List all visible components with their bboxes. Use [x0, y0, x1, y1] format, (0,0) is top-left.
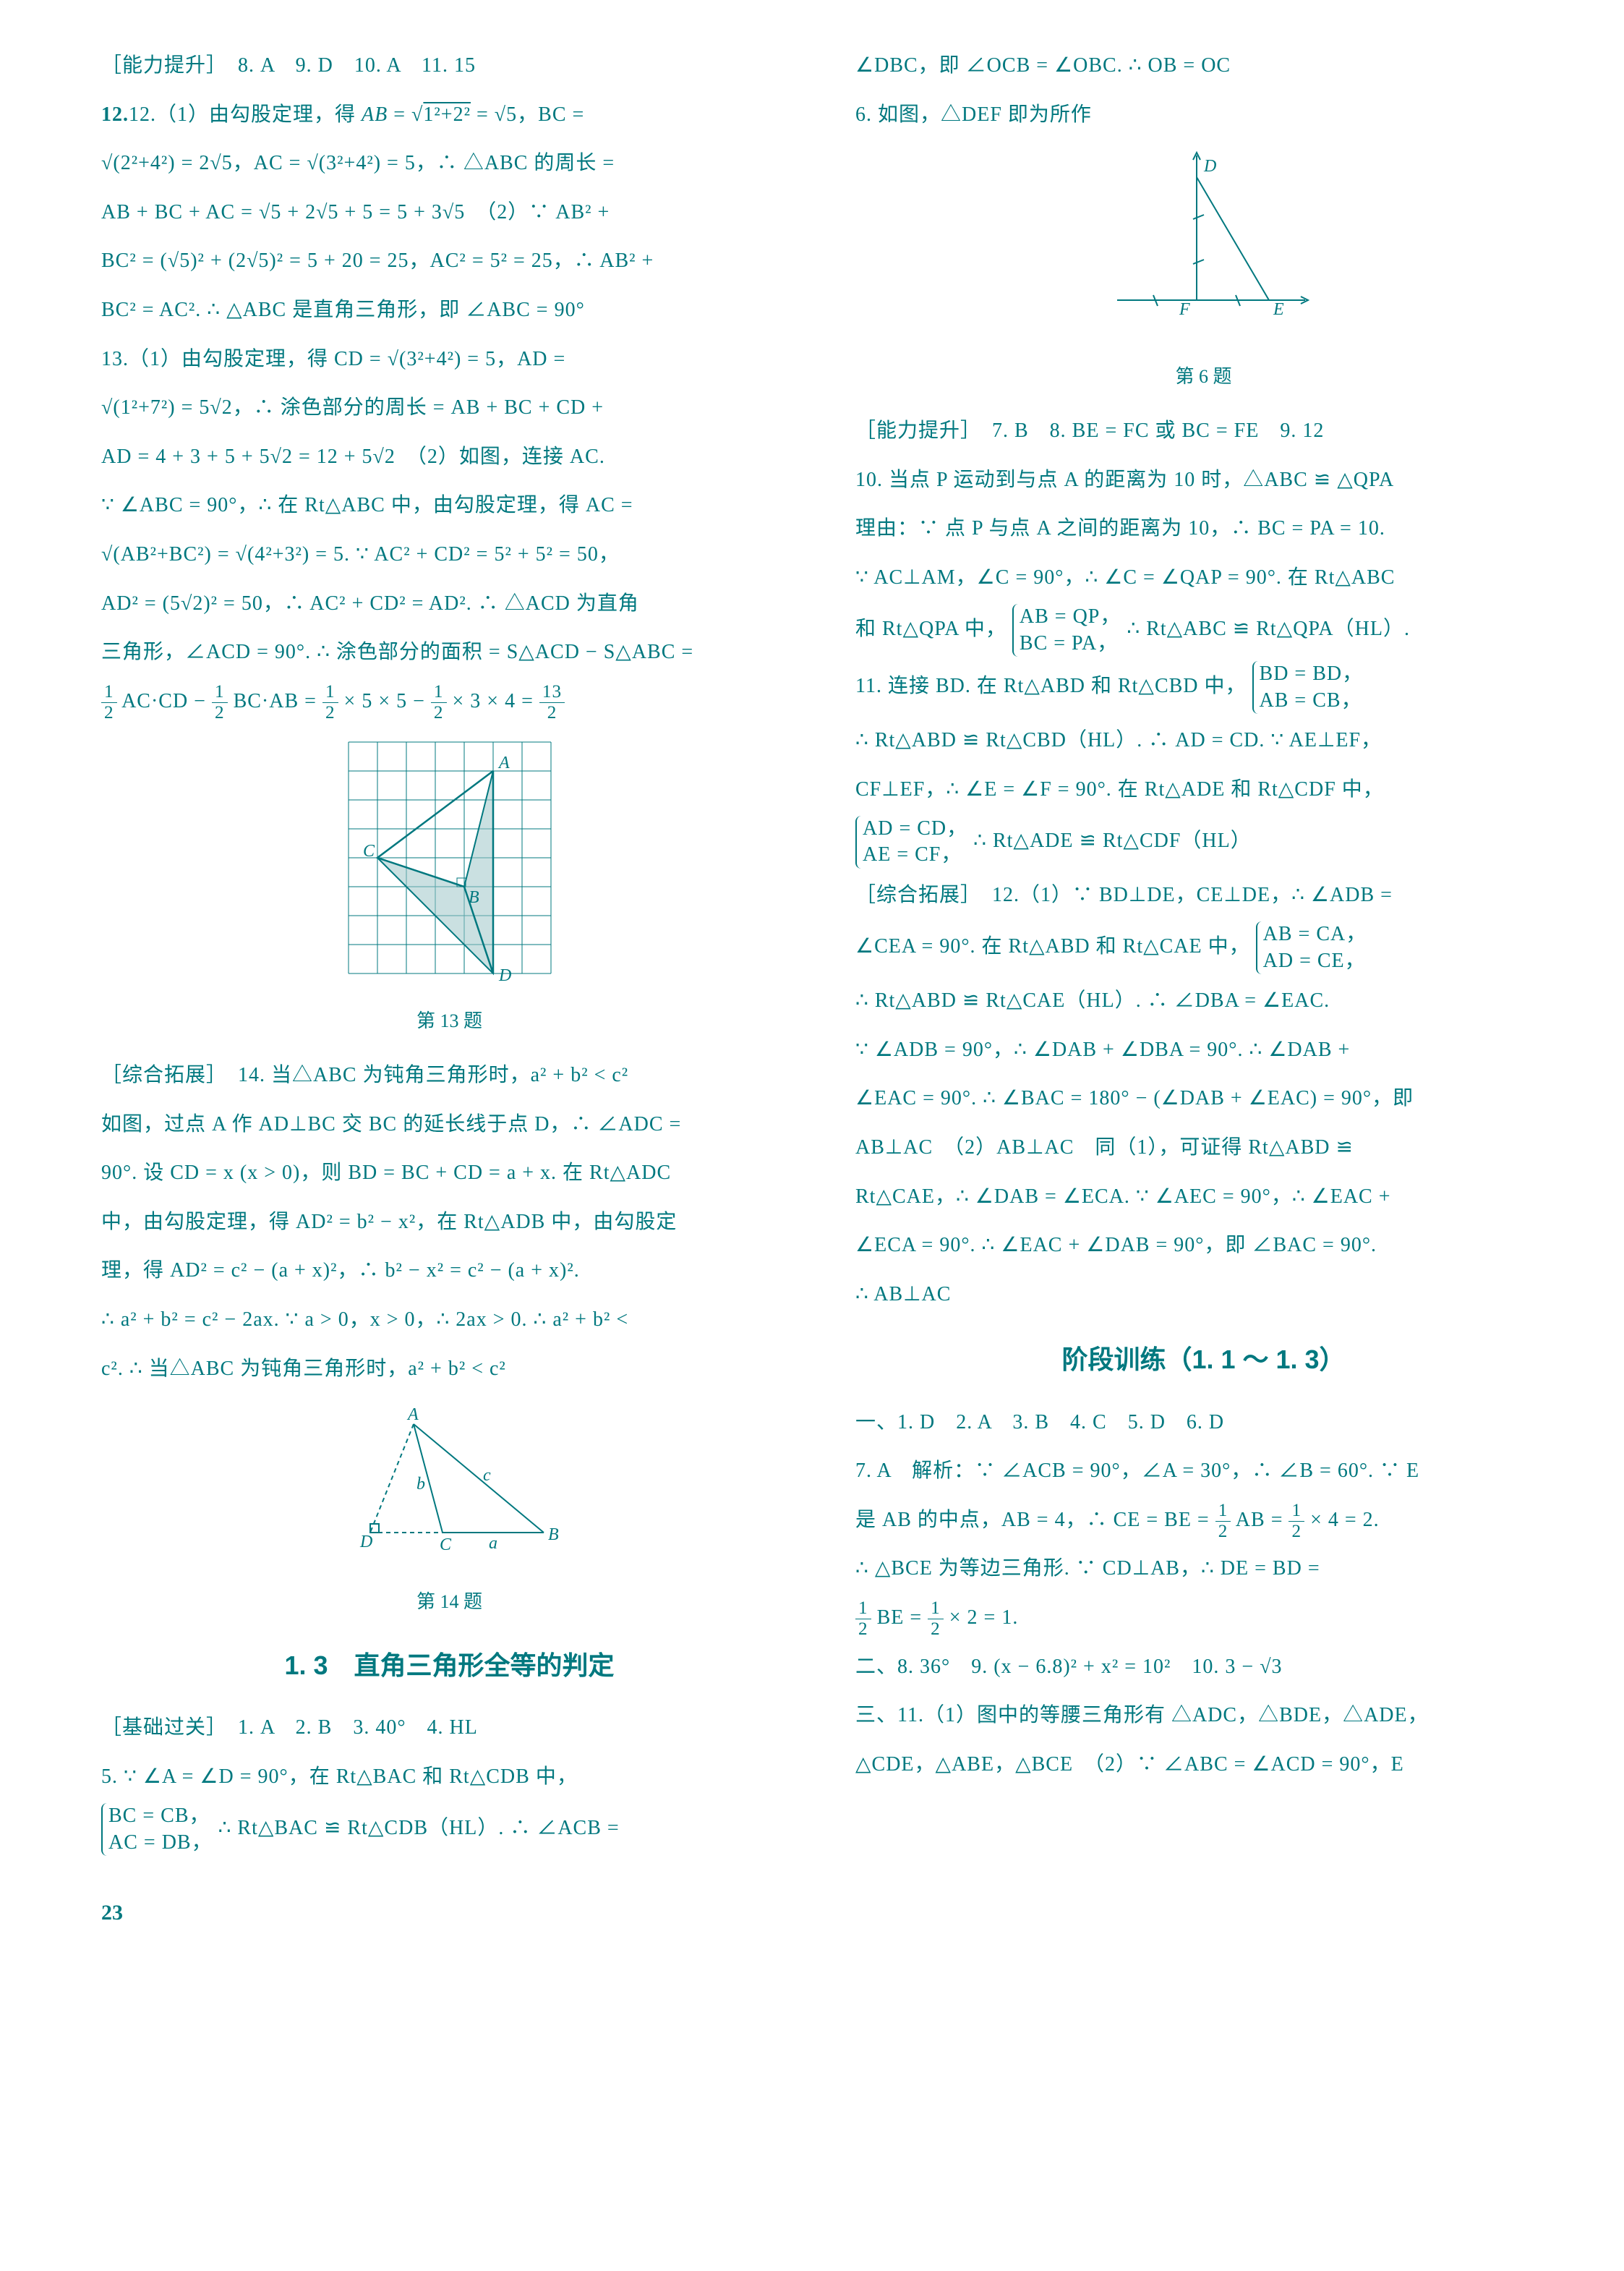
text-line: 中，由勾股定理，得 AD² = b² − x²，在 Rt△ADB 中，由勾股定: [101, 1200, 798, 1245]
text-line: 和 Rt△QPA 中， AB = QP， BC = PA， ∴ Rt△ABC ≌…: [855, 604, 1552, 657]
text-line: 13.（1）由勾股定理，得 CD = √(3²+4²) = 5，AD =: [101, 337, 798, 382]
svg-text:D: D: [359, 1533, 372, 1551]
text-line: 11. 连接 BD. 在 Rt△ABD 和 Rt△CBD 中， BD = BD，…: [855, 661, 1552, 714]
text-line: ∴ a² + b² = c² − 2ax. ∵ a > 0，x > 0，∴ 2a…: [101, 1298, 798, 1342]
section-1-3-title: 1. 3 直角三角形全等的判定: [101, 1637, 798, 1694]
text-line: ［综合拓展］ 14. 当△ABC 为钝角三角形时，a² + b² < c²: [101, 1053, 798, 1098]
text-line: ［基础过关］ 1. A 2. B 3. 40° 4. HL: [101, 1705, 798, 1750]
svg-text:A: A: [497, 754, 510, 772]
svg-text:E: E: [1273, 300, 1284, 319]
figure-14-caption: 第 14 题: [101, 1581, 798, 1622]
svg-text:c: c: [483, 1466, 491, 1485]
text-line: BC² = (√5)² + (2√5)² = 5 + 20 = 25，AC² =…: [101, 239, 798, 284]
text-line: 理由：∵ 点 P 与点 A 之间的距离为 10，∴ BC = PA = 10.: [855, 506, 1552, 551]
text-line: AD = 4 + 3 + 5 + 5√2 = 12 + 5√2 （2）如图，连接…: [101, 435, 798, 480]
text-line: √(AB²+BC²) = √(4²+3²) = 5. ∵ AC² + CD² =…: [101, 532, 798, 577]
section-stage-title: 阶段训练（1. 1 ～ 1. 3）: [855, 1331, 1552, 1388]
text-line: ∵ AC⊥AM，∠C = 90°，∴ ∠C = ∠QAP = 90°. 在 Rt…: [855, 555, 1552, 600]
text-line: 12.12.（1）由勾股定理，得 AB = √1²+2² = √5，BC =: [101, 93, 798, 137]
text-line: ∠CEA = 90°. 在 Rt△ABD 和 Rt△CAE 中， AB = CA…: [855, 921, 1552, 974]
left-column: ［能力提升］ 8. A 9. D 10. A 11. 15 12.12.（1）由…: [101, 43, 798, 1860]
svg-text:D: D: [1203, 157, 1216, 176]
figure-14: A B C D b c a 第 14 题: [101, 1402, 798, 1622]
svg-text:b: b: [416, 1475, 425, 1494]
text-line: 7. A 解析：∵ ∠ACB = 90°，∠A = 30°，∴ ∠B = 60°…: [855, 1449, 1552, 1494]
text-line: ∴ AB⊥AC: [855, 1272, 1552, 1317]
svg-text:B: B: [548, 1525, 559, 1544]
text-line: Rt△CAE，∴ ∠DAB = ∠ECA. ∵ ∠AEC = 90°，∴ ∠EA…: [855, 1175, 1552, 1219]
svg-text:B: B: [469, 888, 479, 907]
figure-6-caption: 第 6 题: [855, 356, 1552, 397]
text-line: ∠ECA = 90°. ∴ ∠EAC + ∠DAB = 90°，即 ∠BAC =…: [855, 1223, 1552, 1268]
text-line: AD = CD， AE = CF， ∴ Rt△ADE ≌ Rt△CDF（HL）: [855, 816, 1552, 869]
text-line: 12 BE = 12 × 2 = 1.: [855, 1595, 1552, 1640]
text-line: 三、11.（1）图中的等腰三角形有 △ADC，△BDE，△ADE，: [855, 1693, 1552, 1738]
text-line: △CDE，△ABE，△BCE （2）∵ ∠ABC = ∠ACD = 90°，E: [855, 1742, 1552, 1787]
text-line: ∴ Rt△ABD ≌ Rt△CBD（HL）. ∴ AD = CD. ∵ AE⊥E…: [855, 718, 1552, 763]
figure-6: D E F 第 6 题: [855, 148, 1552, 397]
text-line: 是 AB 的中点，AB = 4，∴ CE = BE = 12 AB = 12 ×…: [855, 1498, 1552, 1543]
text-line: 10. 当点 P 运动到与点 A 的距离为 10 时，△ABC ≌ △QPA: [855, 458, 1552, 503]
svg-text:C: C: [440, 1535, 452, 1554]
text-line: AD² = (5√2)² = 50，∴ AC² + CD² = AD². ∴ △…: [101, 581, 798, 626]
text-line: √(1²+7²) = 5√2，∴ 涂色部分的周长 = AB + BC + CD …: [101, 385, 798, 430]
text-line: √(2²+4²) = 2√5，AC = √(3²+4²) = 5，∴ △ABC …: [101, 141, 798, 186]
figure-13: A B C D 第 13 题: [101, 735, 798, 1041]
text-line: CF⊥EF，∴ ∠E = ∠F = 90°. 在 Rt△ADE 和 Rt△CDF…: [855, 767, 1552, 812]
text-line: 理，得 AD² = c² − (a + x)²，∴ b² − x² = c² −…: [101, 1248, 798, 1293]
text-line: 二、8. 36° 9. (x − 6.8)² + x² = 10² 10. 3 …: [855, 1645, 1552, 1690]
text-line: BC = CB， AC = DB， ∴ Rt△BAC ≌ Rt△CDB（HL）.…: [101, 1803, 798, 1856]
text-line: ∵ ∠ADB = 90°，∴ ∠DAB + ∠DBA = 90°. ∴ ∠DAB…: [855, 1028, 1552, 1073]
text-line: ∴ Rt△ABD ≌ Rt△CAE（HL）. ∴ ∠DBA = ∠EAC.: [855, 979, 1552, 1023]
text-line: 一、1. D 2. A 3. B 4. C 5. D 6. D: [855, 1400, 1552, 1445]
page-number: 23: [101, 1889, 1552, 1937]
svg-text:D: D: [498, 966, 511, 981]
svg-text:A: A: [406, 1405, 419, 1424]
figure-13-caption: 第 13 题: [101, 1000, 798, 1041]
text-line: 5. ∵ ∠A = ∠D = 90°，在 Rt△BAC 和 Rt△CDB 中，: [101, 1755, 798, 1799]
text-line: 90°. 设 CD = x (x > 0)，则 BD = BC + CD = a…: [101, 1151, 798, 1196]
text-line: ［综合拓展］ 12.（1）∵ BD⊥DE，CE⊥DE，∴ ∠ADB =: [855, 873, 1552, 918]
text-line: ［能力提升］ 7. B 8. BE = FC 或 BC = FE 9. 12: [855, 409, 1552, 453]
text-line: 如图，过点 A 作 AD⊥BC 交 BC 的延长线于点 D，∴ ∠ADC =: [101, 1102, 798, 1147]
text-line: ∴ △BCE 为等边三角形. ∵ CD⊥AB，∴ DE = BD =: [855, 1546, 1552, 1591]
text-line: ［能力提升］ 8. A 9. D 10. A 11. 15: [101, 43, 798, 88]
text-line: ∵ ∠ABC = 90°，∴ 在 Rt△ABC 中，由勾股定理，得 AC =: [101, 483, 798, 528]
text-line: AB⊥AC （2）AB⊥AC 同（1），可证得 Rt△ABD ≌: [855, 1125, 1552, 1170]
text-line: 6. 如图，△DEF 即为所作: [855, 93, 1552, 137]
text-line: ∠DBC，即 ∠OCB = ∠OBC. ∴ OB = OC: [855, 43, 1552, 88]
svg-text:F: F: [1179, 300, 1190, 319]
text-line: BC² = AC². ∴ △ABC 是直角三角形，即 ∠ABC = 90°: [101, 288, 798, 333]
text-line: 三角形，∠ACD = 90°. ∴ 涂色部分的面积 = S△ACD − S△AB…: [101, 630, 798, 675]
svg-text:a: a: [489, 1534, 497, 1553]
text-line: ∠EAC = 90°. ∴ ∠BAC = 180° − (∠DAB + ∠EAC…: [855, 1076, 1552, 1121]
text-line: c². ∴ 当△ABC 为钝角三角形时，a² + b² < c²: [101, 1347, 798, 1392]
text-line: 12 AC·CD − 12 BC·AB = 12 × 5 × 5 − 12 × …: [101, 679, 798, 724]
page-container: ［能力提升］ 8. A 9. D 10. A 11. 15 12.12.（1）由…: [101, 43, 1552, 1860]
text-line: AB + BC + AC = √5 + 2√5 + 5 = 5 + 3√5 （2…: [101, 190, 798, 235]
svg-text:C: C: [363, 842, 375, 861]
right-column: ∠DBC，即 ∠OCB = ∠OBC. ∴ OB = OC 6. 如图，△DEF…: [855, 43, 1552, 1860]
